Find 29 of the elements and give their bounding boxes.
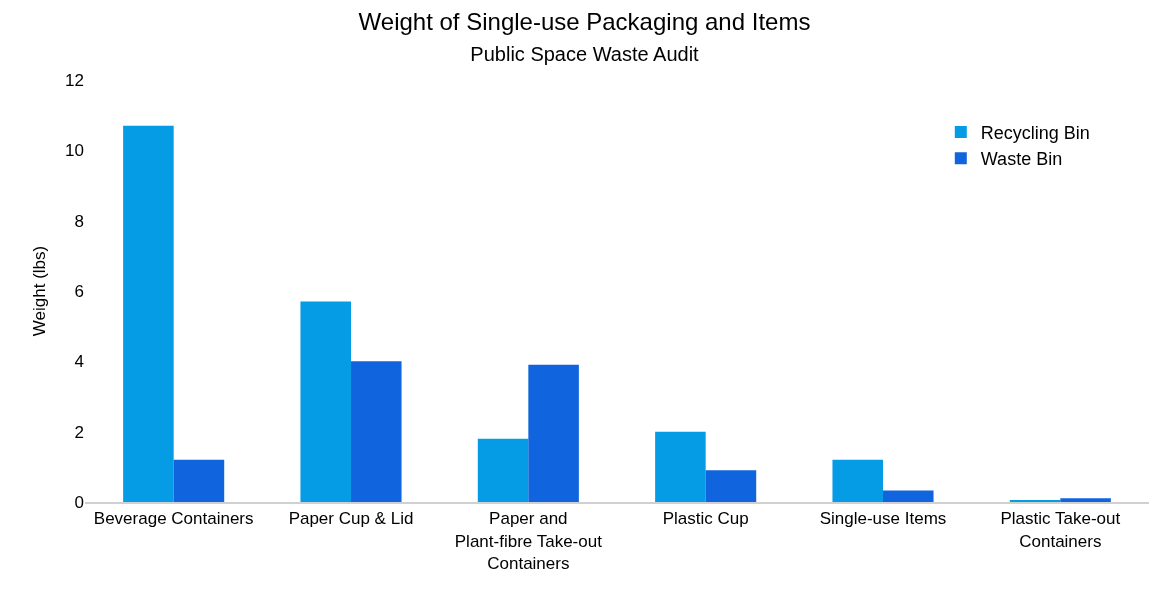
y-tick-label: 0 [74, 492, 84, 512]
bar [477, 438, 529, 502]
y-axis-title: Weight (lbs) [29, 245, 49, 337]
chart-title: Weight of Single-use Packaging and Items [358, 7, 811, 35]
x-tick-label: Single-use Items [819, 509, 947, 529]
x-tick-label: Plastic Cup [662, 509, 749, 529]
y-tick-label: 12 [65, 70, 84, 90]
bar [1060, 498, 1111, 502]
x-tick-label: Paper and Plant-fibre Take-out Containers [454, 509, 603, 573]
bar [173, 459, 225, 502]
chart-subtitle: Public Space Waste Audit [470, 42, 700, 65]
x-tick-label: Plastic Take-out Containers [1000, 509, 1121, 551]
y-tick-label: 10 [65, 141, 84, 161]
bar [655, 431, 706, 502]
legend-label: Recycling Bin [980, 122, 1090, 143]
x-tick-label: Beverage Containers [93, 509, 254, 529]
legend-label: Waste Bin [980, 149, 1063, 170]
bar [300, 301, 351, 502]
x-tick-label: Paper Cup & Lid [288, 509, 414, 529]
y-tick-label: 4 [74, 352, 84, 372]
bar [883, 490, 934, 502]
bar [832, 459, 883, 502]
y-tick-label: 2 [74, 422, 84, 442]
bar [705, 470, 757, 502]
bar [351, 361, 402, 502]
y-tick-label: 6 [74, 281, 84, 301]
y-tick-label: 8 [74, 211, 84, 231]
bar [123, 125, 174, 502]
bar [528, 364, 579, 502]
